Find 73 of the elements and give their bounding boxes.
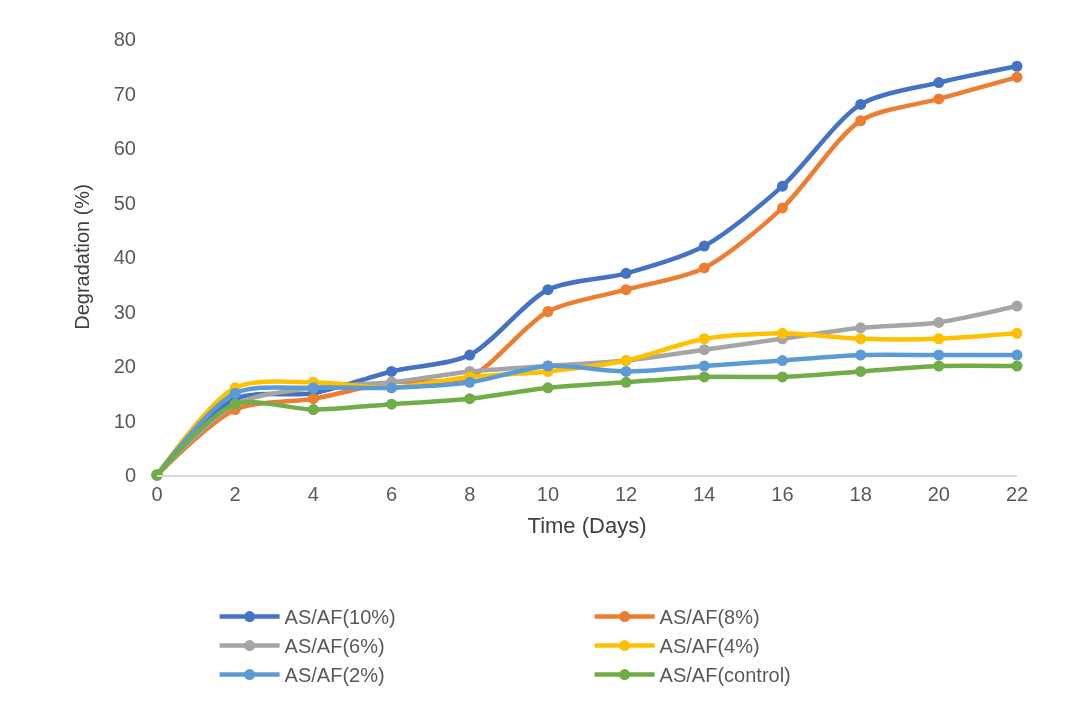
point [307, 393, 319, 405]
x-tick-label: 16 [771, 483, 794, 505]
point [620, 267, 632, 279]
point [1011, 349, 1023, 361]
point [464, 376, 476, 388]
x-tick-label: 2 [229, 483, 241, 505]
point [776, 371, 788, 383]
y-tick-label: 20 [113, 355, 136, 377]
y-tick-label: 30 [113, 300, 136, 323]
point [698, 344, 710, 356]
point [855, 98, 867, 110]
x-tick-label: 10 [536, 483, 560, 505]
x-tick-label: 18 [849, 483, 872, 505]
point [933, 333, 945, 345]
x-tick-label: 4 [307, 483, 319, 505]
point [698, 333, 710, 345]
point [698, 262, 710, 274]
point [542, 284, 554, 296]
point [229, 387, 241, 399]
point [855, 333, 867, 345]
point [386, 365, 398, 377]
y-tick-label: 40 [113, 246, 136, 268]
x-tick-label: 22 [1005, 483, 1029, 505]
y-tick-label: 50 [113, 191, 136, 214]
y-tick-label: 10 [113, 409, 136, 432]
y-tick-label: 0 [124, 464, 136, 486]
point [386, 398, 398, 410]
point [542, 306, 554, 317]
point [1011, 327, 1023, 339]
legend-label: AS/AF(10%) [284, 606, 396, 629]
x-tick-label: 12 [614, 483, 638, 505]
point [464, 393, 476, 405]
point [933, 77, 945, 89]
point [855, 115, 867, 127]
point [464, 349, 476, 361]
point [620, 376, 632, 388]
legend-label: AS/AF(4%) [659, 635, 760, 658]
point [698, 240, 710, 252]
point [855, 322, 867, 334]
point [855, 365, 867, 377]
legend-label: AS/AF(6%) [284, 635, 385, 658]
point [620, 365, 632, 377]
y-axis-title: Degradation (%) [71, 184, 94, 330]
y-tick-label: 80 [113, 28, 136, 50]
x-tick-label: 14 [693, 483, 716, 505]
x-tick-label: 6 [385, 483, 398, 505]
x-axis-title: Time (Days) [527, 513, 647, 539]
x-tick-label: 20 [927, 483, 950, 505]
point [776, 327, 788, 339]
point [698, 371, 710, 383]
point [1011, 60, 1023, 72]
point [933, 316, 945, 328]
point [933, 360, 945, 372]
point [1011, 360, 1023, 372]
point [776, 355, 788, 367]
legend-label: AS/AF(2%) [284, 664, 385, 687]
legend-label: AS/AF(control) [659, 664, 791, 687]
point [855, 349, 867, 361]
point [933, 93, 945, 105]
point [307, 404, 319, 416]
y-tick-label: 60 [113, 137, 136, 159]
point [1011, 300, 1023, 312]
point [776, 202, 788, 214]
legend-label: AS/AF(8%) [659, 606, 760, 629]
point [698, 360, 710, 372]
point [933, 349, 945, 361]
point [542, 382, 554, 394]
point [1011, 71, 1023, 83]
point [620, 284, 632, 296]
x-tick-label: 0 [151, 483, 163, 505]
point [776, 180, 788, 192]
y-tick-label: 70 [113, 82, 136, 105]
x-tick-label: 8 [464, 483, 476, 505]
